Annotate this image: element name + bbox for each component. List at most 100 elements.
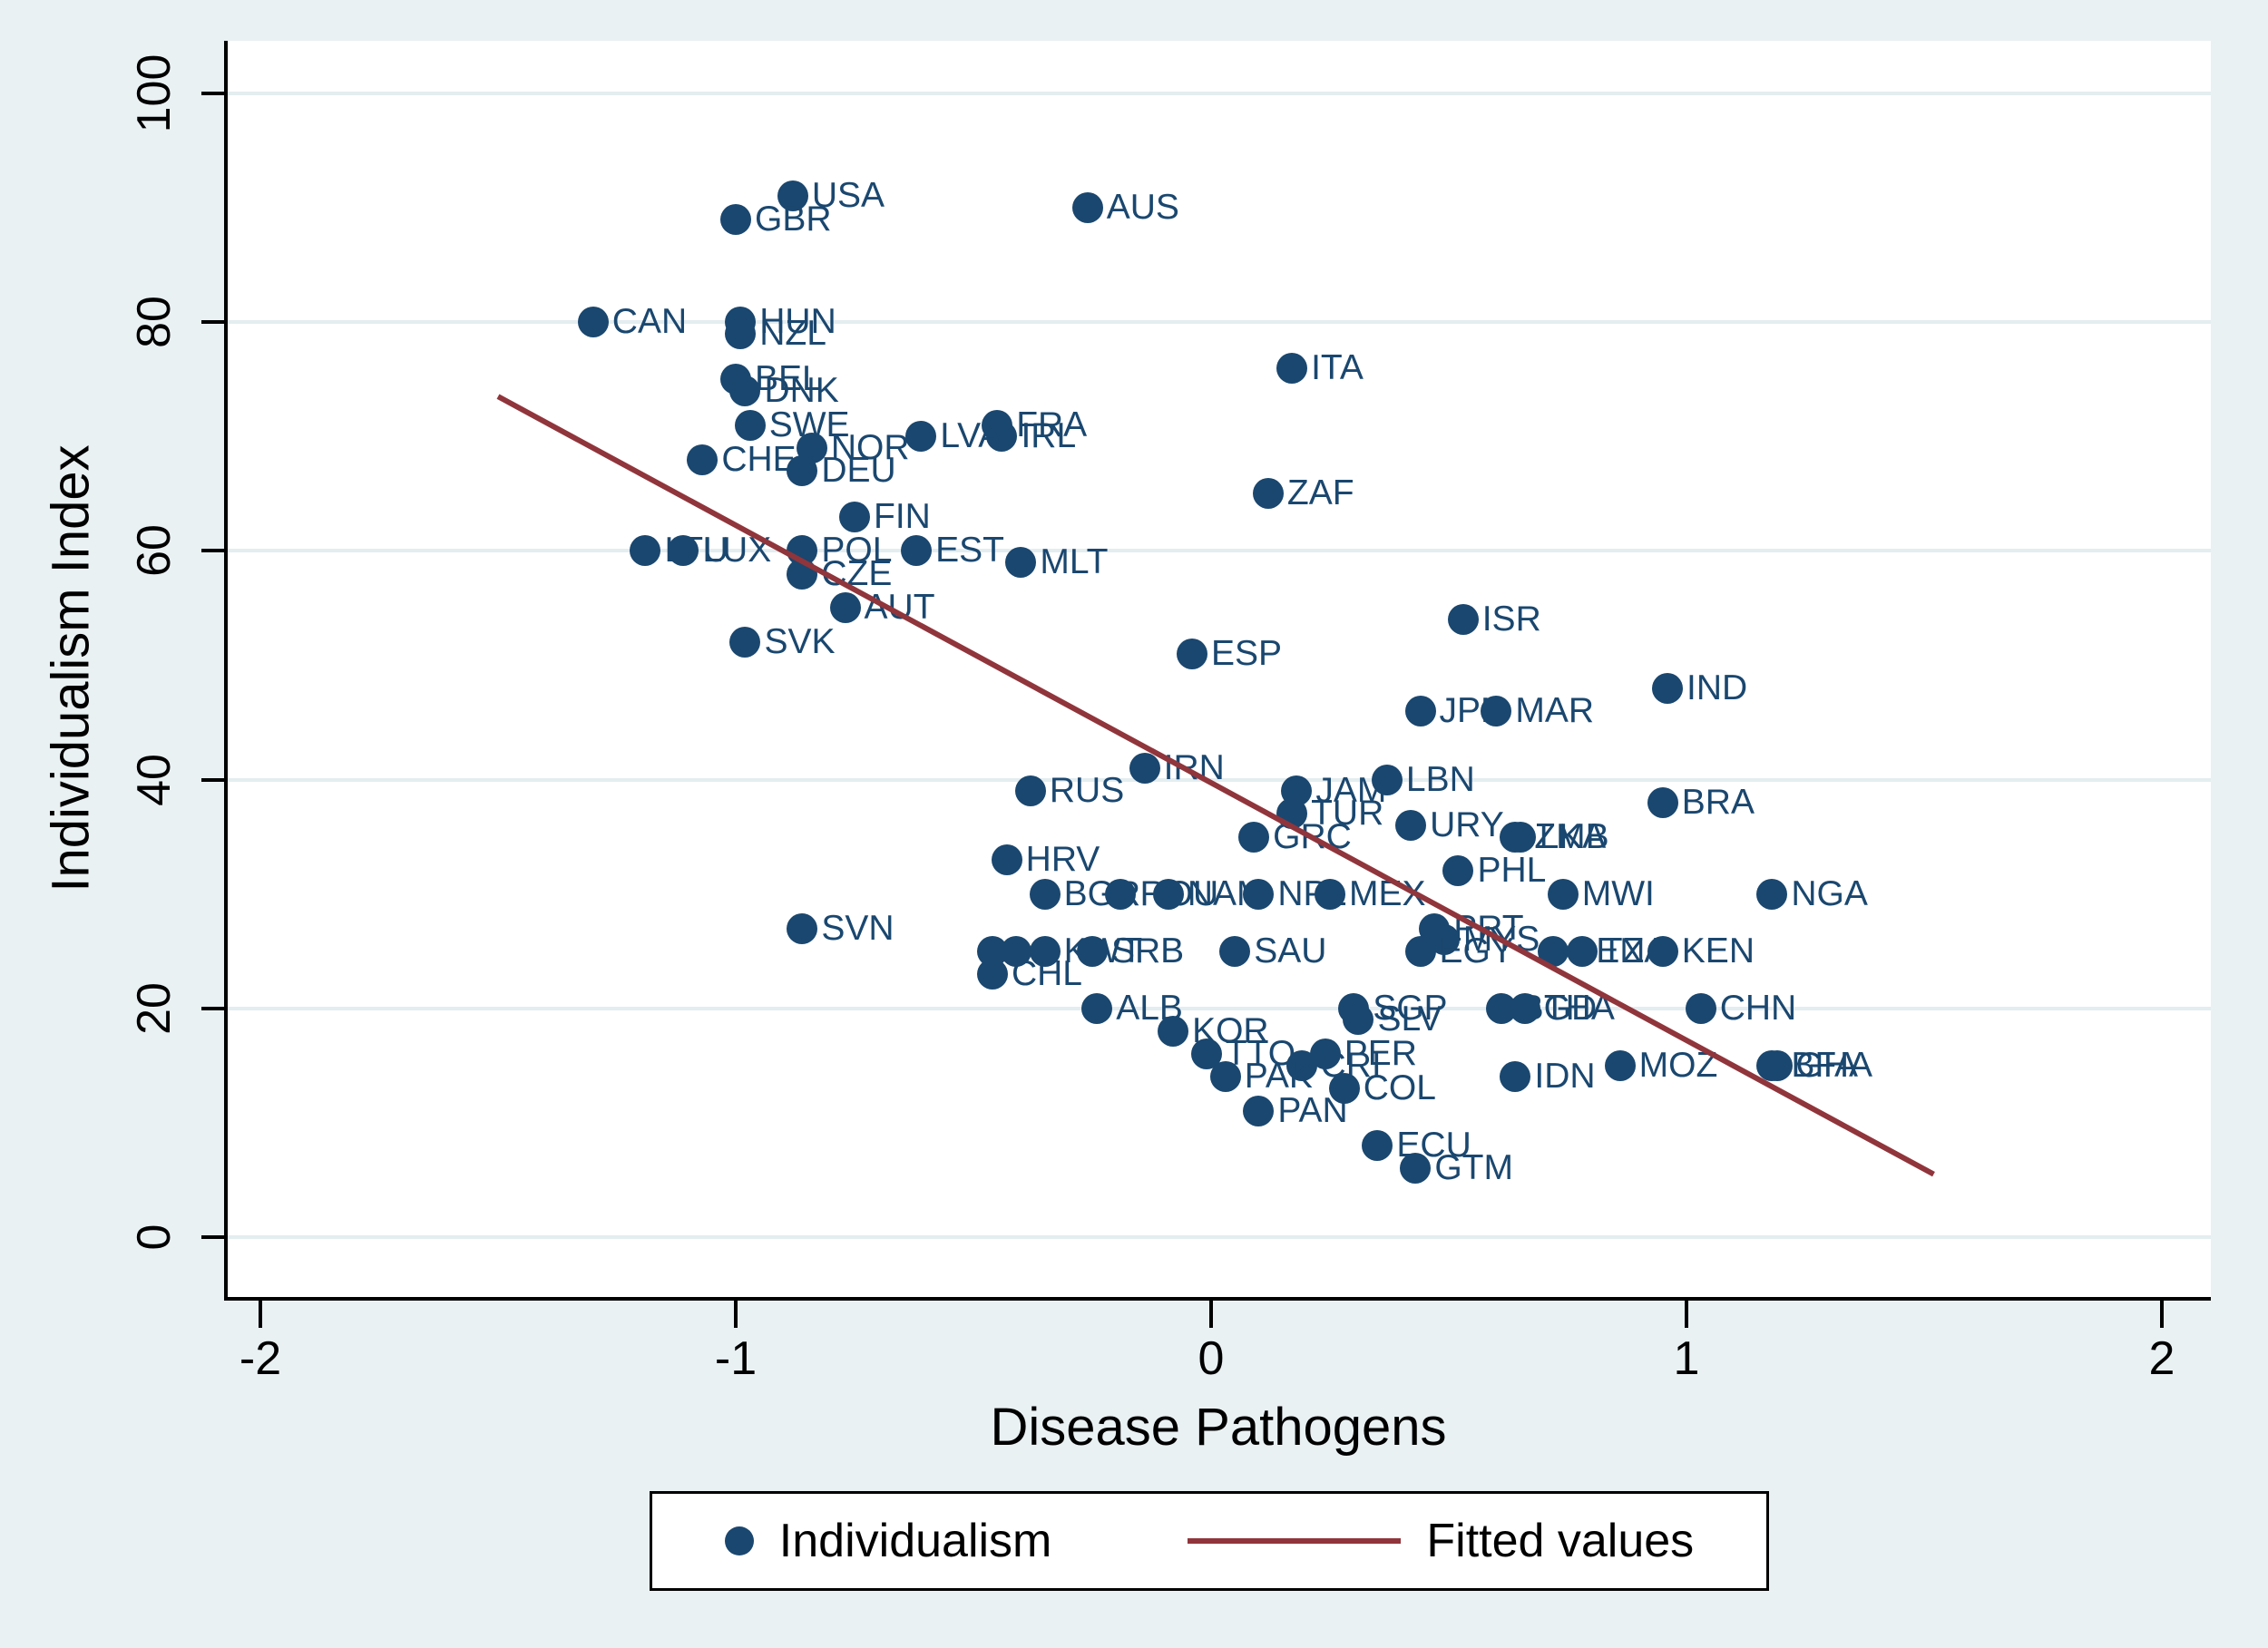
data-point-label: MOZ: [1638, 1045, 1718, 1085]
scatter-marker-icon: [901, 535, 933, 567]
gridline-y-0: [227, 1235, 2211, 1239]
scatter-marker-icon: [976, 958, 1008, 990]
scatter-marker-icon: [1071, 192, 1103, 224]
x-axis-title: Disease Pathogens: [990, 1398, 1447, 1457]
x-tick-label: 0: [1198, 1332, 1225, 1385]
data-point-label: LBN: [1405, 759, 1475, 799]
scatter-marker-icon: [729, 375, 761, 406]
scatter-marker-icon: [905, 421, 937, 453]
data-point-label: IND: [1686, 668, 1748, 707]
scatter-marker-icon: [1504, 821, 1536, 853]
data-point-label: USA: [811, 176, 885, 216]
data-point-label: BRA: [1681, 782, 1755, 822]
scatter-marker-icon: [729, 627, 761, 658]
data-point-label: CHE: [721, 439, 797, 479]
y-tick: [201, 777, 225, 782]
data-point-label: PAN: [1277, 1091, 1348, 1131]
scatter-marker-icon: [1395, 810, 1427, 842]
y-tick: [201, 92, 225, 95]
scatter-marker-icon: [1538, 935, 1569, 967]
scatter-marker-icon: [725, 317, 757, 349]
data-point-label: COL: [1363, 1068, 1436, 1108]
scatter-marker-icon: [1219, 935, 1251, 967]
data-point-label: RUS: [1049, 771, 1125, 811]
scatter-marker-icon: [687, 444, 719, 475]
legend-item-fitted-values: Fitted values: [1426, 1515, 1695, 1567]
scatter-marker-icon: [1243, 1096, 1275, 1127]
scatter-marker-icon: [1158, 1016, 1189, 1048]
scatter-marker-icon: [734, 409, 766, 441]
legend-item-individualism: Individualism: [778, 1515, 1052, 1567]
data-point-label: IRN: [1163, 747, 1225, 787]
scatter-marker-icon: [1238, 821, 1270, 853]
scatter-marker-icon: [1500, 1061, 1531, 1093]
scatter-marker-icon: [720, 203, 751, 235]
data-point-label: LVA: [940, 416, 1002, 456]
data-point-label: EST: [935, 531, 1004, 570]
data-point-label: HUN: [759, 302, 836, 342]
scatter-marker-icon: [1029, 878, 1061, 910]
legend-line-marker-icon: [1188, 1538, 1402, 1544]
gridline-y-100: [227, 92, 2211, 95]
data-point-label: GRC: [1273, 816, 1352, 856]
scatter-marker-icon: [1685, 992, 1716, 1024]
gridline-y-60: [227, 549, 2211, 553]
scatter-marker-icon: [1509, 992, 1540, 1024]
scatter-marker-icon: [1014, 775, 1046, 807]
data-point-label: KEN: [1681, 931, 1755, 970]
scatter-marker-icon: [1129, 752, 1160, 784]
data-point-label: AUT: [864, 588, 935, 628]
scatter-marker-icon: [630, 535, 661, 567]
scatter-marker-icon: [829, 592, 861, 624]
scatter-marker-icon: [1343, 1004, 1374, 1036]
data-point-label: GTM: [1434, 1148, 1513, 1188]
y-tick: [201, 549, 225, 553]
x-tick: [1209, 1301, 1213, 1328]
x-tick: [2160, 1301, 2164, 1328]
scatter-marker-icon: [787, 455, 818, 487]
data-point-label: IDN: [1534, 1057, 1596, 1097]
scatter-marker-icon: [1081, 992, 1113, 1024]
data-point-label: CHL: [1011, 953, 1082, 993]
scatter-marker-icon: [1756, 878, 1788, 910]
data-point-label: GBR: [755, 199, 832, 239]
x-axis-line: [224, 1297, 2211, 1301]
data-point-label: SRB: [1111, 931, 1185, 970]
scatter-marker-icon: [1404, 935, 1436, 967]
x-tick-label: 2: [2148, 1332, 2175, 1385]
legend-scatter-marker-icon: [724, 1526, 754, 1555]
data-point-label: PHL: [1477, 851, 1547, 891]
data-point-label: MLT: [1040, 542, 1109, 581]
data-point-label: ISR: [1481, 600, 1541, 639]
data-point-label: SVN: [821, 908, 894, 948]
x-tick-label: -2: [239, 1332, 282, 1385]
scatter-marker-icon: [1177, 638, 1208, 669]
y-axis-line: [224, 41, 228, 1301]
data-point-label: CHN: [1719, 988, 1797, 1028]
data-point-label: ESP: [1211, 633, 1283, 673]
data-point-label: URY: [1430, 805, 1504, 845]
data-point-label: SAU: [1254, 931, 1327, 970]
scatter-marker-icon: [1647, 935, 1678, 967]
scatter-marker-icon: [1005, 547, 1037, 578]
data-point-label: PAK: [1244, 1057, 1313, 1097]
scatter-marker-icon: [1209, 1061, 1241, 1093]
plot-area: USA GBR AUS CAN HUN NZL ITA BEL DNK SWE FRA IRL LVA N…: [227, 41, 2211, 1297]
scatter-marker-icon: [1481, 695, 1512, 726]
scatter-marker-icon: [1362, 1130, 1393, 1162]
y-tick: [201, 1006, 225, 1010]
x-tick: [734, 1301, 738, 1328]
gridline-y-80: [227, 320, 2211, 325]
scatter-marker-icon: [1315, 878, 1345, 910]
scatter-marker-icon: [1566, 935, 1598, 967]
y-tick: [201, 1235, 225, 1239]
x-tick-label: -1: [714, 1332, 758, 1385]
scatter-marker-icon: [787, 912, 818, 944]
scatter-marker-icon: [777, 180, 808, 212]
scatter-marker-icon: [1547, 878, 1579, 910]
y-tick: [201, 320, 225, 325]
data-point-label: CAN: [611, 302, 688, 342]
scatter-marker-icon: [577, 307, 609, 338]
data-point-label: NGA: [1791, 873, 1868, 913]
